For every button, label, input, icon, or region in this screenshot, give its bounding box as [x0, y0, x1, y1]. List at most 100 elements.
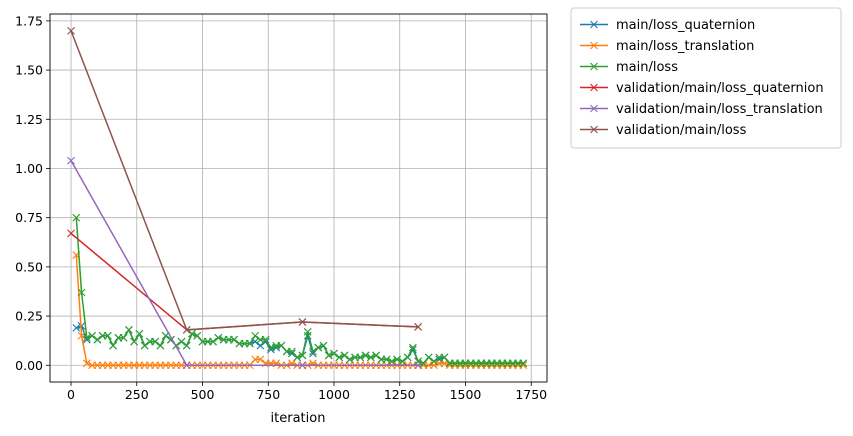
x-tick-label: 1750: [515, 387, 547, 402]
marker-stroke: [345, 355, 354, 364]
data-point: [72, 323, 81, 332]
data-point: [403, 353, 412, 362]
data-point: [340, 351, 349, 360]
marker-stroke: [330, 349, 338, 358]
marker-stroke: [182, 341, 191, 350]
marker-stroke: [288, 347, 296, 356]
data-point: [298, 318, 307, 326]
marker-stroke: [193, 331, 202, 340]
marker-stroke: [382, 355, 391, 364]
data-point: [309, 347, 317, 356]
data-point: [335, 353, 344, 362]
marker-stroke: [298, 351, 307, 360]
marker-stroke: [356, 353, 365, 362]
data-point: [345, 355, 354, 364]
data-point: [256, 355, 265, 364]
marker-stroke: [590, 62, 598, 71]
y-tick-label: 0.25: [15, 309, 43, 324]
series-5: [67, 156, 423, 370]
y-tick-label: 1.00: [15, 161, 43, 176]
data-point: [230, 335, 238, 344]
marker-stroke: [288, 349, 296, 358]
data-point: [393, 355, 402, 364]
data-point: [245, 339, 254, 348]
marker-stroke: [135, 329, 144, 338]
data-point: [209, 337, 217, 346]
legend-entry: validation/main/loss: [580, 123, 747, 138]
legend-entry: main/loss: [580, 60, 678, 75]
marker-stroke: [590, 104, 598, 113]
marker-stroke: [590, 41, 598, 50]
data-point: [88, 331, 96, 340]
data-point: [366, 353, 375, 362]
marker-stroke: [103, 331, 112, 340]
marker-stroke: [109, 341, 118, 350]
y-tick-label: 0.00: [15, 358, 43, 373]
marker-stroke: [214, 333, 223, 342]
data-point: [387, 357, 396, 366]
data-point: [77, 288, 86, 297]
legend-entry: main/loss_translation: [580, 39, 754, 54]
legend-label: validation/main/loss: [616, 123, 747, 138]
data-point: [140, 341, 149, 350]
marker-stroke: [188, 329, 196, 338]
marker-stroke: [156, 341, 165, 350]
marker-stroke: [130, 337, 139, 346]
data-point: [303, 327, 312, 336]
data-point: [177, 337, 186, 346]
marker-stroke: [72, 323, 81, 332]
data-point: [314, 343, 323, 352]
marker-stroke: [440, 353, 449, 362]
marker-stroke: [72, 213, 81, 222]
x-tick-label: 1500: [450, 387, 482, 402]
x-tick-label: 750: [256, 387, 280, 402]
data-point: [82, 359, 91, 368]
x-axis-label: iteration: [271, 411, 326, 426]
data-point: [188, 329, 196, 338]
legend-label: main/loss_quaternion: [616, 18, 755, 33]
data-point: [519, 359, 528, 368]
marker-stroke: [140, 341, 149, 350]
marker-stroke: [261, 335, 270, 344]
marker-stroke: [309, 347, 317, 356]
data-point: [67, 229, 75, 238]
marker-stroke: [67, 156, 75, 165]
marker-stroke: [256, 355, 265, 364]
legend-marker: [590, 20, 598, 29]
legend-marker: [590, 83, 598, 92]
data-point: [361, 351, 370, 360]
marker-stroke: [277, 341, 286, 350]
data-point: [151, 337, 160, 346]
marker-stroke: [119, 333, 128, 342]
series-3: [72, 213, 528, 368]
marker-stroke: [124, 325, 133, 334]
data-point: [135, 329, 144, 338]
data-point: [266, 343, 275, 352]
series-6: [67, 26, 423, 334]
y-tick-label: 0.50: [15, 259, 43, 274]
data-point: [298, 351, 307, 360]
marker-stroke: [340, 351, 349, 360]
data-point: [424, 353, 433, 362]
marker-stroke: [251, 331, 260, 340]
data-point: [414, 323, 423, 331]
marker-stroke: [77, 288, 86, 297]
marker-stroke: [398, 357, 407, 366]
marker-stroke: [590, 20, 598, 29]
data-point: [261, 335, 270, 344]
marker-stroke: [293, 353, 302, 362]
legend-marker: [590, 62, 598, 71]
x-tick-label: 1000: [318, 387, 350, 402]
marker-stroke: [245, 339, 254, 348]
legend-marker: [590, 125, 598, 134]
data-point: [156, 341, 165, 350]
marker-stroke: [298, 361, 307, 370]
y-tick-label: 0.75: [15, 210, 43, 225]
data-point: [430, 357, 438, 366]
data-point: [330, 349, 338, 358]
marker-stroke: [314, 343, 323, 352]
plot-frame: [49, 13, 548, 383]
legend-frame: [570, 7, 842, 149]
marker-stroke: [590, 125, 598, 134]
